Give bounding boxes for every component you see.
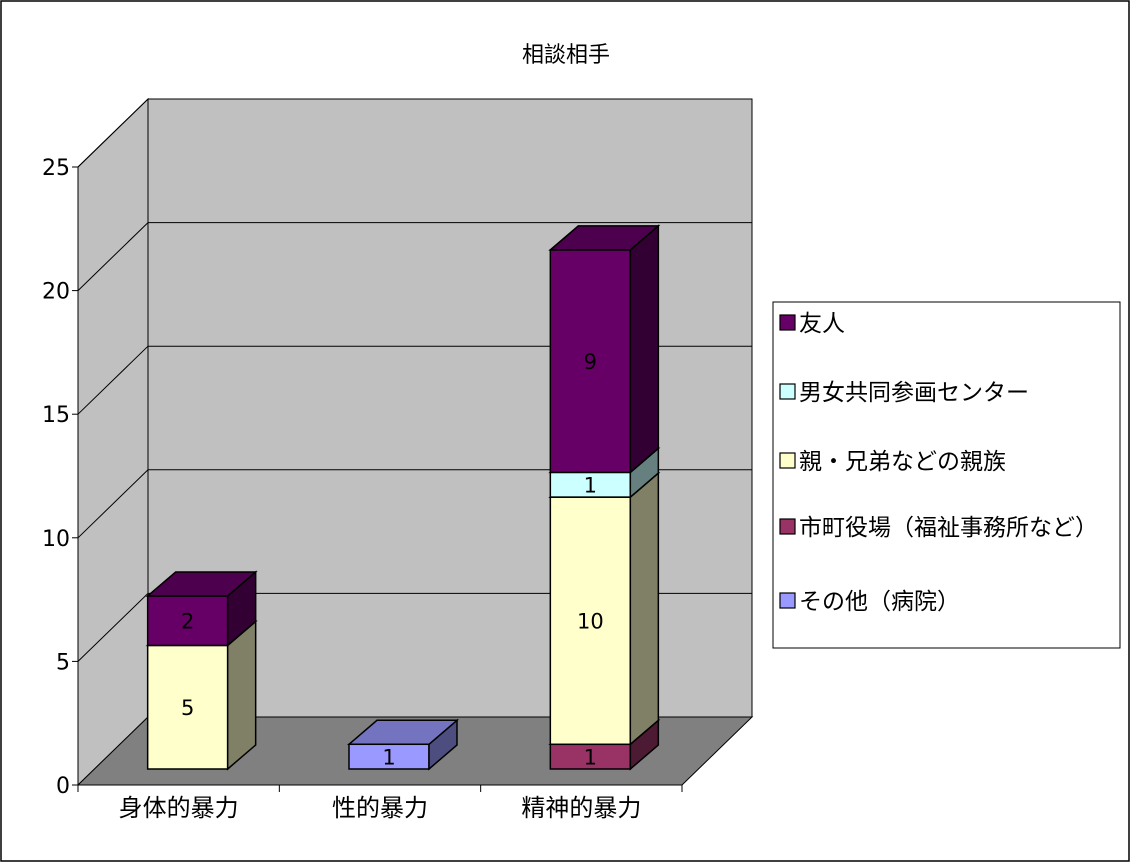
bar-front	[146, 595, 229, 647]
bar-top	[346, 719, 460, 746]
data-label: 1	[584, 474, 597, 498]
bar-front	[549, 249, 632, 474]
legend-label: 親・兄弟などの親族	[799, 449, 1006, 475]
bar-segment: 2	[145, 570, 258, 648]
legend-label: その他（病院）	[799, 589, 960, 615]
data-label: 1	[382, 746, 395, 770]
bar-front	[348, 743, 430, 770]
data-label: 10	[577, 610, 604, 634]
bar-top	[548, 225, 661, 251]
legend-swatch	[779, 383, 796, 400]
legend-label: 市町役場（福祉事務所など）	[799, 515, 1098, 541]
y-tick-label: 10	[42, 527, 70, 552]
y-tick-label: 15	[42, 403, 70, 428]
y-tick-label: 25	[42, 156, 70, 181]
legend-box	[772, 301, 1121, 649]
gridline	[77, 98, 752, 168]
side-wall	[77, 97, 149, 787]
data-label: 2	[181, 610, 194, 634]
bar-front	[549, 496, 632, 746]
x-tick-label: 身体的暴力	[119, 794, 239, 822]
bar-segment: 10	[548, 471, 661, 746]
legend-swatch	[779, 452, 796, 469]
legend-swatch	[779, 314, 796, 331]
x-tick-label: 性的暴力	[332, 794, 428, 822]
y-tick-label: 5	[56, 650, 70, 675]
chart-title: 相談相手	[522, 43, 610, 68]
bar-top	[145, 571, 258, 597]
legend-label: 友人	[799, 311, 845, 337]
x-axis: 身体的暴力 性的暴力 精神的暴力	[77, 784, 683, 822]
bar-front	[549, 471, 632, 498]
data-label: 1	[584, 746, 597, 770]
legend-swatch	[779, 518, 796, 535]
bar-front	[146, 644, 229, 770]
gridline	[77, 222, 752, 291]
bar-side	[629, 471, 660, 746]
data-label: 9	[584, 350, 597, 374]
y-tick-label: 0	[56, 774, 70, 799]
bar-side	[629, 224, 660, 474]
bar-segment: 9	[548, 224, 661, 474]
bar-side	[226, 619, 257, 771]
y-axis: 0 5 10 15 20 25	[42, 156, 79, 799]
x-tick-label: 精神的暴力	[521, 794, 641, 822]
legend-swatch	[779, 592, 796, 609]
bar-segment: 1	[346, 718, 460, 771]
data-label: 5	[181, 696, 194, 720]
y-tick-label: 20	[42, 280, 70, 305]
legend-label: 男女共同参画センター	[799, 380, 1029, 406]
